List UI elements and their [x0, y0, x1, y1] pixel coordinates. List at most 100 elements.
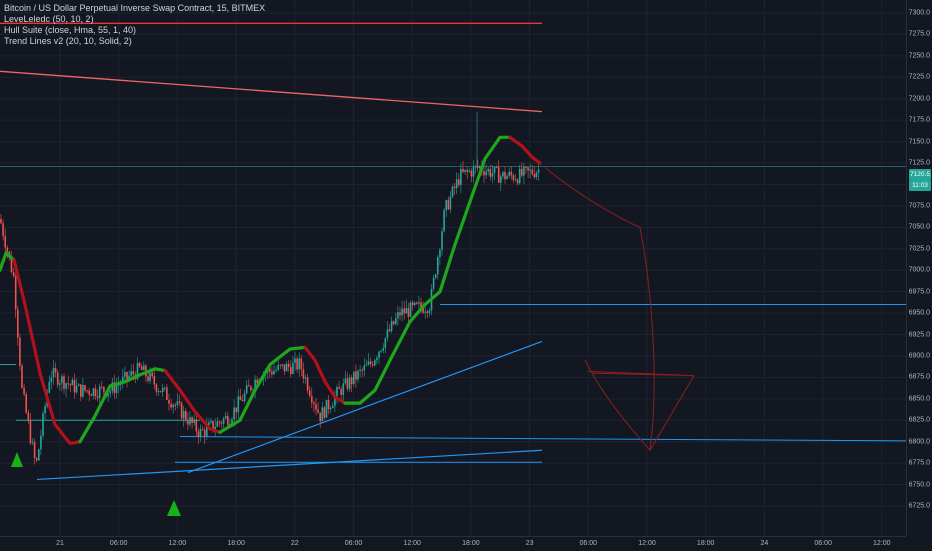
candle-body	[80, 384, 82, 397]
candle-body	[523, 167, 525, 176]
symbol-title[interactable]: Bitcoin / US Dollar Perpetual Inverse Sw…	[4, 3, 266, 13]
candle-body	[0, 218, 2, 224]
candle-body	[107, 393, 109, 397]
indicator-leveleledc[interactable]: LeveLeledc (50, 10, 2)	[4, 14, 94, 24]
candle-body	[346, 378, 349, 389]
candle-body	[208, 422, 210, 426]
price-chart[interactable]	[0, 0, 906, 536]
candle-body	[132, 371, 135, 375]
candle-body	[193, 419, 195, 423]
candle-body	[386, 329, 389, 339]
candle-body	[94, 388, 97, 397]
candle-body	[327, 399, 330, 410]
candle-body	[14, 276, 17, 310]
indicator-hull-suite[interactable]: Hull Suite (close, Hma, 55, 1, 40)	[4, 25, 137, 35]
price-tick-label: 7250.0	[908, 52, 930, 60]
candle-body	[403, 308, 405, 314]
candle-body	[285, 363, 288, 372]
candle-body	[495, 166, 498, 168]
candle-body	[359, 369, 361, 371]
candle-body	[405, 308, 408, 314]
time-tick-label: 18:00	[227, 540, 245, 547]
candle-body	[96, 396, 99, 398]
hull-up-segment	[0, 250, 16, 272]
time-tick-label: 06:00	[579, 540, 598, 547]
candle-body	[189, 417, 191, 425]
price-tick-label: 6725.0	[908, 502, 930, 510]
candle-body	[428, 310, 431, 313]
candle-body	[69, 384, 72, 386]
candle-body	[38, 449, 40, 461]
time-axis[interactable]: 21 06:00 12:00 18:00 22 06:00 12:00 18:00 23 06:0…	[0, 536, 906, 551]
candle-body	[206, 425, 208, 436]
candle-body	[296, 358, 298, 370]
candle-body	[128, 375, 130, 380]
price-tick-label: 6850.0	[908, 395, 930, 403]
candle-body	[506, 176, 508, 180]
candle-body	[514, 179, 517, 181]
chart-pane[interactable]: Bitcoin / US Dollar Perpetual Inverse Sw…	[0, 0, 906, 536]
candle-body	[447, 200, 450, 210]
candle-body	[313, 402, 315, 405]
indicator-trend-lines[interactable]: Trend Lines v2 (20, 10, Solid, 2)	[4, 36, 132, 46]
time-tick-label: 24	[760, 540, 769, 547]
candle-body	[147, 376, 149, 381]
candle-body	[500, 176, 502, 183]
candle-body	[527, 167, 529, 171]
candle-body	[48, 381, 51, 393]
candle-body	[426, 311, 429, 313]
candle-body	[537, 169, 540, 173]
candle-body	[243, 393, 246, 402]
candle-body	[203, 429, 206, 436]
candle-body	[487, 168, 489, 172]
candle-body	[56, 372, 59, 385]
candle-body	[201, 429, 204, 431]
candle-body	[493, 166, 496, 174]
price-tick-label: 6750.0	[908, 481, 930, 489]
candle-body	[161, 387, 164, 393]
candle-body	[212, 420, 214, 430]
candle-body	[52, 367, 55, 378]
price-tick-label: 6925.0	[908, 331, 930, 339]
candle-body	[287, 363, 290, 367]
candle-body	[321, 407, 324, 422]
candle-body	[92, 388, 95, 396]
candle-body	[256, 379, 258, 384]
candle-body	[63, 376, 65, 389]
candle-body	[176, 401, 179, 406]
candle-body	[357, 370, 359, 380]
candle-body	[233, 407, 235, 420]
candle-body	[172, 404, 174, 408]
candle-body	[113, 382, 116, 393]
candle-body	[33, 442, 36, 459]
candle-body	[182, 411, 185, 419]
price-tick-label: 7225.0	[908, 73, 930, 81]
hull-down-segment	[303, 345, 347, 405]
candle-body	[294, 358, 296, 363]
price-axis[interactable]: 7300.0 7275.0 7250.0 7225.0 7200.0 7175.0 7150…	[906, 0, 932, 536]
candle-body	[462, 168, 464, 172]
candle-body	[443, 210, 445, 232]
candle-body	[453, 186, 456, 189]
time-tick-label: 21	[56, 540, 64, 547]
candle-body	[149, 372, 151, 381]
candle-body	[40, 435, 42, 450]
candle-body	[298, 358, 300, 370]
candle-body	[382, 348, 384, 351]
candle-body	[332, 405, 334, 409]
hull-up-segment	[343, 135, 512, 405]
candle-body	[290, 366, 292, 374]
candle-body	[12, 272, 15, 277]
candle-body	[479, 166, 481, 169]
candle-body	[445, 200, 447, 211]
candle-body	[374, 360, 376, 366]
candle-body	[77, 384, 80, 386]
candle-body	[143, 365, 145, 371]
candle-body	[178, 401, 181, 403]
candle-body	[416, 302, 418, 304]
candle-body	[216, 421, 219, 427]
candle-body	[472, 166, 475, 177]
candle-body	[101, 386, 103, 388]
candle-body	[334, 395, 336, 406]
candle-body	[323, 407, 326, 418]
